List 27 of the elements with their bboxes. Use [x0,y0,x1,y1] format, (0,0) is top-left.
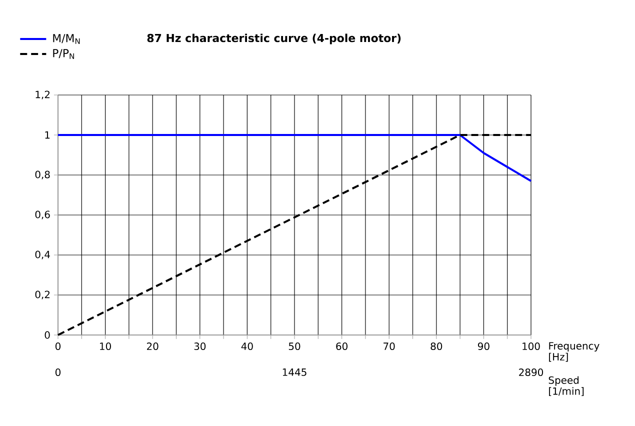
x-tick-label: 30 [194,342,206,350]
y-tick-label: 0 [44,331,50,339]
x-tick-label: 100 [522,342,540,350]
legend-label: M/M$_{N}$ [53,34,80,44]
x-tick-label: 40 [241,342,253,350]
y-tick-label: 1 [45,131,50,139]
x-tick-label: 10 [100,342,111,350]
x-tick-label: 50 [288,342,300,350]
y-tick-label: 0,2 [35,290,50,300]
chart-title: 87 Hz characteristic curve (4-pole motor) [147,34,401,44]
x2-tick-label: 2890 [519,368,544,376]
x2-tick-label: 1445 [282,368,306,376]
y-tick-label: 0,4 [35,250,50,260]
x-tick-label: 70 [384,342,395,350]
x-tick-label: 20 [146,342,158,350]
x-tick-label: 80 [430,342,442,350]
x-tick-label: 90 [478,342,490,350]
x2-tick-label: 0 [55,368,61,376]
x2-axis-title: Speed [1/min] [548,376,584,396]
y-tick-label: 0,6 [35,210,50,220]
x-tick-label: 0 [55,342,61,350]
line-series [57,134,532,182]
legend-label: P/P$_{N}$ [53,49,74,59]
y-tick-label: 1,2 [36,90,50,100]
x-axis-title: Frequency [Hz] [549,342,600,362]
y-tick-label: 0,8 [35,170,50,180]
x-tick-label: 60 [336,342,348,350]
